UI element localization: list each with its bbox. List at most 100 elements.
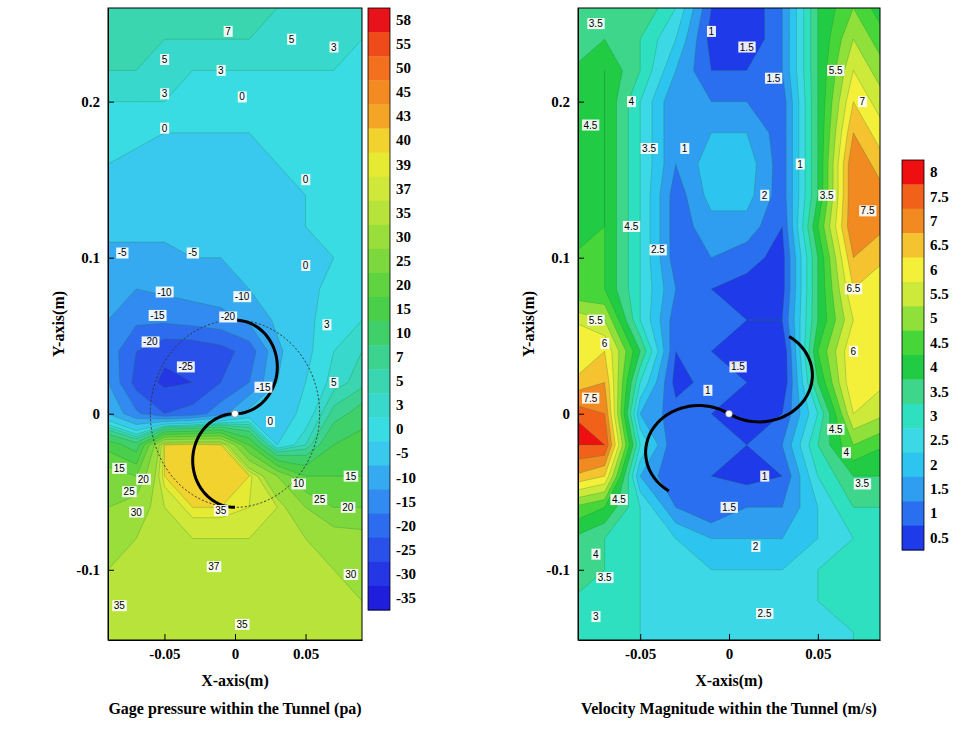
contour-band [578,8,880,523]
color-bar-box [368,152,390,177]
contour-band [578,133,880,476]
contour-label-text: 5 [331,377,337,388]
contour-band [578,414,605,445]
contour-label-text: 37 [208,561,220,572]
contour-label: 6.5 [845,283,862,294]
contour-label: 7.5 [582,393,599,404]
tick-mark [108,102,114,103]
color-bar-label: 43 [396,108,411,124]
label-patch [859,205,876,216]
contour-band [108,436,362,640]
color-bar-box [368,562,390,587]
color-bar-box [368,249,390,274]
color-bar-box [368,345,390,370]
contour-band [108,433,362,640]
label-patch [756,608,773,619]
color-bar-box [368,225,390,250]
contour-label-text: 1 [708,26,714,37]
color-bar-label: 7 [930,213,938,229]
color-bar-label: 58 [396,12,411,28]
contour-label-text: 0 [267,416,273,427]
tick-label: 0 [563,406,571,422]
color-bar-box [368,417,390,442]
color-bar-label: 37 [396,181,412,197]
contour-label: 5.5 [827,65,844,76]
contour-label-text: -25 [178,361,193,372]
contour-label: 1.5 [765,73,782,84]
color-bar-box [368,441,390,466]
contour-label: 6 [849,346,858,357]
color-bar-label: -15 [396,494,416,510]
contour-label: 1 [707,26,716,37]
contour-label: 2 [751,541,760,552]
color-bar-label: 55 [396,36,411,52]
contour-label: 5 [329,377,338,388]
label-patch [177,361,195,372]
y-axis-title: Y-axis(m) [50,291,68,357]
tick-mark [640,634,641,640]
contour-label: 1.5 [721,502,738,513]
color-bar-box [368,393,390,418]
color-bar-label: 30 [396,229,411,245]
color-bar-label: 35 [396,205,411,221]
tick-label: 0.1 [551,250,570,266]
color-bar-box [902,331,924,356]
contour-label: 6 [600,338,609,349]
y-tick: 0.2 [551,94,584,110]
color-bar-box [368,514,390,539]
label-patch [301,174,310,185]
color-bar-label: 7.5 [930,189,949,205]
color-bar-label: 0.5 [930,530,949,546]
label-patch [845,283,862,294]
color-bar-box [368,128,390,153]
color-bar-box [368,177,390,202]
contour-label-text: -20 [221,311,236,322]
x-tick: 0.05 [293,634,319,662]
label-patch [854,478,871,489]
contour-label-text: 6 [851,346,857,357]
y-tick: -0.1 [76,562,114,578]
plot-frame [108,8,362,640]
color-bar: 58555045434039373530252015107530-5-10-15… [368,8,416,611]
rotor-blade [729,336,812,421]
contour-label: 7 [224,26,233,37]
label-patch [827,424,844,435]
contour-band [108,8,362,640]
contour-band [108,403,362,640]
label-patch [582,120,599,131]
contour-label-text: 2 [762,190,768,201]
contour-band [108,8,362,640]
color-bar-box [902,209,924,234]
color-bar-box [368,80,390,105]
label-patch [729,361,746,372]
contour-band [108,8,362,640]
contour-band [578,70,880,491]
contour-label: 3.5 [587,18,604,29]
color-bar-label: -5 [396,445,409,461]
label-patch [254,382,272,393]
tick-mark [108,570,114,571]
color-bar-box [902,379,924,404]
color-bar: 87.576.565.554.543.532.521.510.5 [902,160,949,551]
color-bar-box [368,201,390,226]
contour-label-text: 7.5 [861,205,875,216]
panel-title: Velocity Magnitude within the Tunnel (m/… [581,700,877,718]
tick-mark [108,414,114,415]
axis-line [578,9,579,641]
label-patch [187,247,199,258]
axis-line [109,640,363,641]
label-patch [827,65,844,76]
contour-label-text: 5 [289,34,295,45]
contour-label-text: 10 [293,478,305,489]
label-patch [721,502,738,513]
contour-label: 37 [207,561,222,572]
chart-canvas: 755333000-5-50-10-15-20-10-20-25-1503510… [0,0,974,740]
color-bar-box [902,184,924,209]
x-axis-title: X-axis(m) [201,672,269,690]
label-patch [842,447,851,458]
color-bar-box [902,453,924,478]
contour-band [108,8,362,640]
contour-label: -25 [177,361,195,372]
contour-label: 2.5 [756,608,773,619]
y-tick: -0.1 [546,562,584,578]
